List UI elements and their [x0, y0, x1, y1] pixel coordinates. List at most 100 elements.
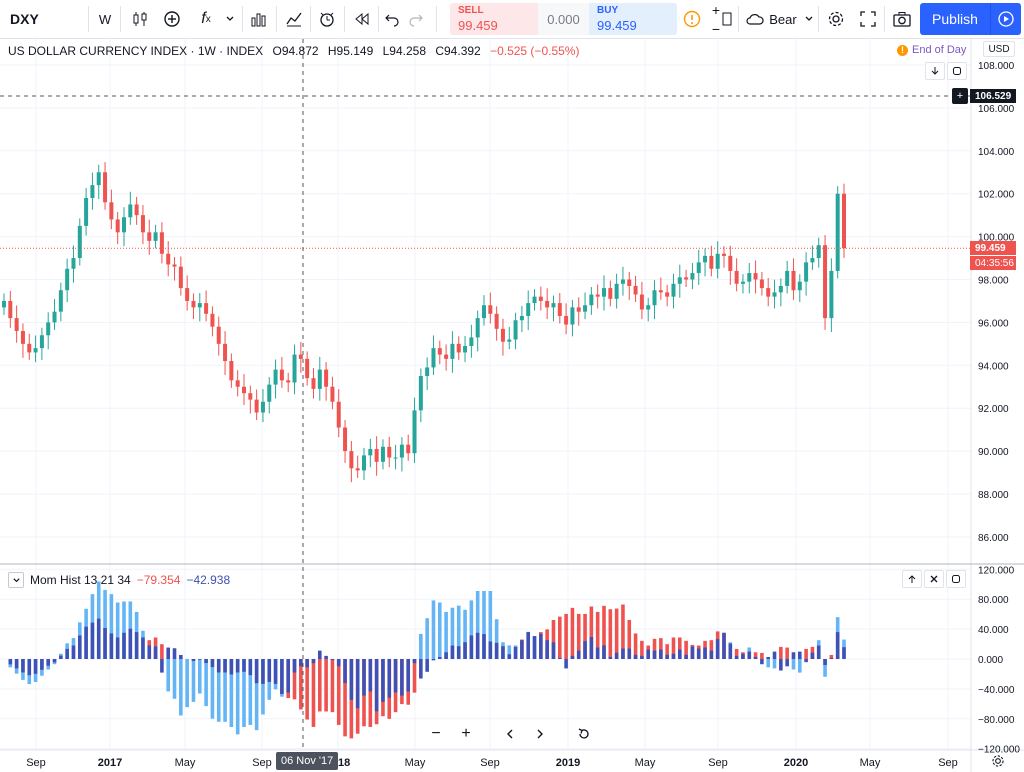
hist-bar — [684, 654, 688, 659]
hist-bar — [507, 654, 512, 659]
interval-button[interactable]: W — [98, 11, 112, 27]
collapse-chevron-icon[interactable] — [8, 572, 24, 588]
hist-bar — [160, 644, 164, 659]
indicator-axis[interactable]: 120.000 80.000 40.000 0.000 −40.000 −80.000 −1… — [978, 565, 1020, 755]
time-tick-label: Sep — [26, 757, 46, 769]
end-of-day-notice[interactable]: ! End of Day — [897, 44, 966, 56]
chevron-down-icon[interactable] — [220, 0, 240, 38]
hist-bar — [229, 659, 234, 728]
add-plus-icon[interactable]: + — [952, 88, 968, 104]
quantity-plus-icon[interactable]: + — [711, 1, 721, 18]
alert-clock-icon[interactable] — [313, 0, 341, 38]
cloud-icon — [746, 14, 764, 25]
candle-body — [456, 343, 461, 353]
price-tick-label: 94.000 — [978, 361, 1009, 372]
buy-button[interactable]: BUY 99.459 — [589, 3, 677, 35]
hist-bar — [96, 618, 101, 659]
hist-bar — [652, 638, 657, 659]
hist-bar — [595, 647, 600, 659]
hist-bar — [621, 604, 625, 659]
candle-body — [134, 204, 139, 216]
info-icon[interactable] — [680, 0, 704, 38]
reset-chart-icon[interactable] — [572, 722, 596, 746]
candle-body — [393, 457, 398, 459]
time-tick-label: Sep — [708, 757, 728, 769]
divider — [884, 6, 885, 32]
zoom-controls: − + — [424, 722, 596, 746]
candle-body — [842, 193, 846, 249]
sentiment-button[interactable]: Bear — [742, 0, 800, 38]
hist-bar — [444, 611, 448, 659]
compare-icon[interactable] — [245, 0, 273, 38]
candle-body — [115, 219, 120, 233]
candle-body — [374, 448, 379, 462]
add-indicator-icon[interactable] — [158, 0, 186, 38]
candle-body — [122, 217, 126, 233]
scroll-left-icon[interactable] — [498, 722, 522, 746]
hist-bar — [722, 632, 726, 659]
sell-button[interactable]: SELL 99.459 — [450, 3, 538, 35]
candle-body — [513, 320, 518, 340]
candle-body — [482, 305, 486, 319]
candle-body — [469, 337, 474, 346]
price-axis[interactable]: 108.000 106.000 104.000 102.000 100.000 98.00… — [978, 61, 1015, 544]
currency-badge[interactable]: USD — [983, 41, 1015, 57]
hist-bar — [804, 648, 808, 659]
hist-bar — [501, 646, 505, 659]
axis-settings-gear-icon[interactable] — [988, 752, 1008, 770]
end-of-day-label: End of Day — [912, 44, 967, 56]
hist-bar — [659, 649, 663, 659]
publish-button[interactable]: Publish — [920, 3, 990, 35]
close-icon[interactable] — [924, 570, 944, 588]
fullscreen-icon[interactable] — [854, 0, 882, 38]
candle-body — [519, 315, 524, 321]
redo-icon[interactable] — [404, 0, 428, 38]
layout-icon[interactable] — [720, 0, 734, 38]
quantity-minus-icon[interactable]: − — [711, 20, 721, 37]
restore-icon[interactable] — [947, 62, 967, 80]
hist-bar — [273, 659, 278, 684]
hist-bar — [589, 637, 594, 659]
hist-bar — [494, 642, 499, 659]
hist-bar — [760, 652, 764, 659]
time-axis[interactable]: Sep2017MaySep2018MaySep2019MaySep2020May… — [26, 757, 958, 769]
hist-bar — [109, 633, 114, 659]
replay-icon[interactable] — [348, 0, 376, 38]
templates-icon[interactable] — [280, 0, 308, 38]
divider — [88, 6, 89, 32]
hist-bar — [242, 659, 246, 672]
camera-icon[interactable] — [888, 0, 916, 38]
hist-bar — [551, 642, 556, 659]
candle-body — [324, 369, 329, 387]
hist-bar — [179, 654, 183, 659]
candle-body — [311, 378, 316, 389]
chart-canvas[interactable]: 108.000 106.000 104.000 102.000 100.000 98.00… — [0, 39, 1024, 772]
candle-body — [696, 262, 701, 274]
move-up-icon[interactable] — [902, 570, 922, 588]
restore-icon[interactable] — [946, 570, 966, 588]
settings-gear-icon[interactable] — [822, 0, 850, 38]
play-icon[interactable] — [990, 3, 1021, 35]
indicator-value-1: −79.354 — [136, 573, 181, 587]
zoom-out-icon[interactable]: − — [424, 722, 448, 746]
candle-body — [14, 318, 19, 331]
divider — [276, 6, 277, 32]
undo-icon[interactable] — [380, 0, 404, 38]
hist-bar — [488, 590, 493, 659]
legend-title: US DOLLAR CURRENCY INDEX · 1W · INDEX — [8, 44, 264, 58]
candle-body — [292, 354, 297, 383]
hist-bar — [103, 589, 107, 659]
candle-body — [166, 253, 171, 265]
symbol-search[interactable]: DXY — [10, 11, 39, 27]
chevron-down-icon[interactable] — [800, 0, 818, 38]
hist-bar — [343, 659, 347, 684]
zoom-in-icon[interactable]: + — [454, 722, 478, 746]
scroll-right-icon[interactable] — [528, 722, 552, 746]
hist-bar — [204, 659, 208, 707]
hist-bar — [469, 600, 474, 659]
candles-icon[interactable] — [126, 0, 154, 38]
candle-body — [646, 305, 651, 310]
arrow-down-icon[interactable] — [925, 62, 945, 80]
candle-body — [140, 215, 145, 233]
